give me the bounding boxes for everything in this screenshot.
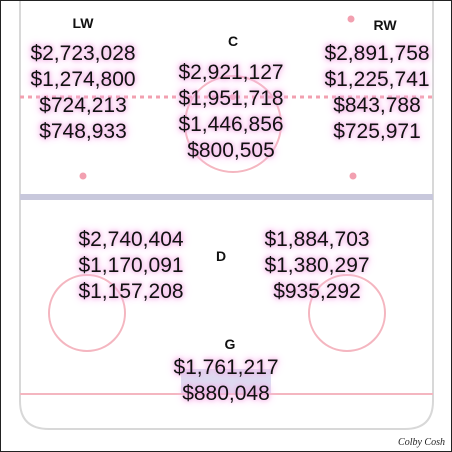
- d-salary: $1,884,703: [264, 228, 370, 251]
- lw-salary: $748,933: [39, 120, 127, 143]
- left-faceoff-circle: [48, 274, 126, 352]
- rw-salaries: $2,891,758 $1,225,741 $843,788 $725,971: [324, 41, 429, 145]
- lw-salary: $724,213: [39, 94, 127, 117]
- d-salary: $1,157,208: [78, 280, 184, 303]
- rw-salary: $843,788: [333, 94, 421, 117]
- c-salary: $1,951,718: [178, 87, 284, 110]
- d-label: D: [215, 248, 227, 264]
- g-salary: $1,761,217: [173, 356, 279, 379]
- author-credit: Colby Cosh: [398, 437, 445, 448]
- c-salary: $2,921,127: [178, 61, 284, 84]
- lw-salary: $1,274,800: [30, 68, 136, 91]
- c-salaries: $2,921,127 $1,951,718 $1,446,856 $800,50…: [178, 60, 283, 164]
- d-salary: $935,292: [273, 280, 361, 303]
- c-label: C: [227, 33, 239, 49]
- neutral-dot-top-right: [347, 15, 355, 23]
- lw-salary: $2,723,028: [30, 42, 136, 65]
- center-faceoff-circle: [184, 75, 282, 173]
- c-salary: $1,446,856: [178, 113, 284, 136]
- rw-salary: $2,891,758: [324, 42, 430, 65]
- rw-salary: $725,971: [333, 120, 421, 143]
- d-salary: $1,170,091: [78, 254, 184, 277]
- g-label: G: [224, 336, 236, 352]
- g-salary: $880,048: [182, 382, 270, 405]
- lw-label: LW: [72, 15, 94, 31]
- goal-crease: [181, 369, 271, 393]
- c-salary: $800,505: [187, 139, 275, 162]
- rw-label: RW: [373, 17, 397, 33]
- d-left-salaries: $2,740,404 $1,170,091 $1,157,208: [78, 227, 183, 305]
- neutral-dot-left: [79, 172, 87, 180]
- blue-line: [20, 194, 433, 200]
- rw-salary: $1,225,741: [324, 68, 430, 91]
- d-salary: $2,740,404: [78, 228, 184, 251]
- neutral-dot-right: [349, 172, 357, 180]
- d-right-salaries: $1,884,703 $1,380,297 $935,292: [264, 227, 369, 305]
- g-salaries: $1,761,217 $880,048: [173, 355, 278, 407]
- right-faceoff-circle: [308, 274, 386, 352]
- d-salary: $1,380,297: [264, 254, 370, 277]
- lw-salaries: $2,723,028 $1,274,800 $724,213 $748,933: [30, 41, 135, 145]
- end-boards: [19, 400, 434, 430]
- center-faceoff-dot: [230, 94, 236, 100]
